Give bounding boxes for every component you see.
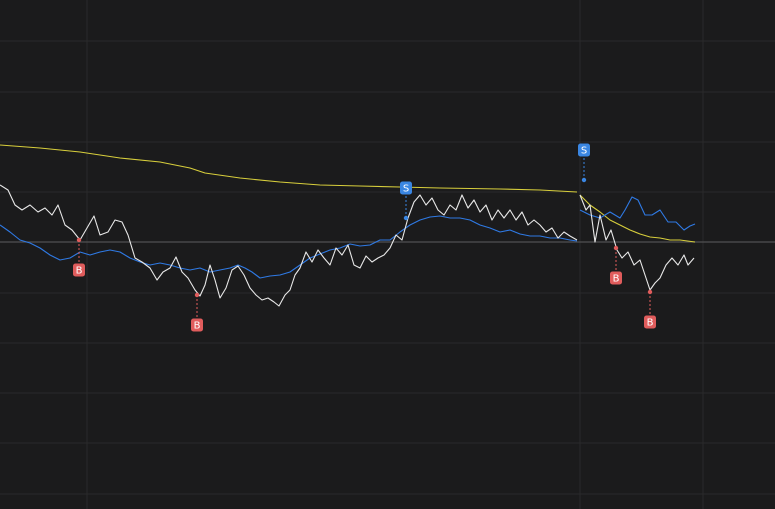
marker-point [403,215,409,221]
marker-badge [578,143,590,157]
marker-label: B [194,321,201,332]
series-line [0,196,696,279]
trade-marker: B [610,245,622,285]
marker-badge [400,181,412,195]
marker-label: S [581,146,587,157]
marker-label: B [647,318,654,329]
trade-marker: B [191,292,203,332]
marker-badge [73,263,85,277]
marker-badge [191,318,203,332]
marker-point [581,177,587,183]
marker-point [76,237,82,243]
trade-marker: S [578,143,590,183]
trade-marker: B [644,289,656,329]
series-line [0,184,695,307]
marker-label: B [613,274,620,285]
trade-marker: S [400,181,412,221]
marker-point [194,292,200,298]
marker-badge [610,271,622,285]
marker-point [647,289,653,295]
series-line [0,144,696,243]
marker-badge [644,315,656,329]
marker-label: B [76,266,83,277]
marker-label: S [403,184,409,195]
marker-point [613,245,619,251]
trade-marker: B [73,237,85,277]
